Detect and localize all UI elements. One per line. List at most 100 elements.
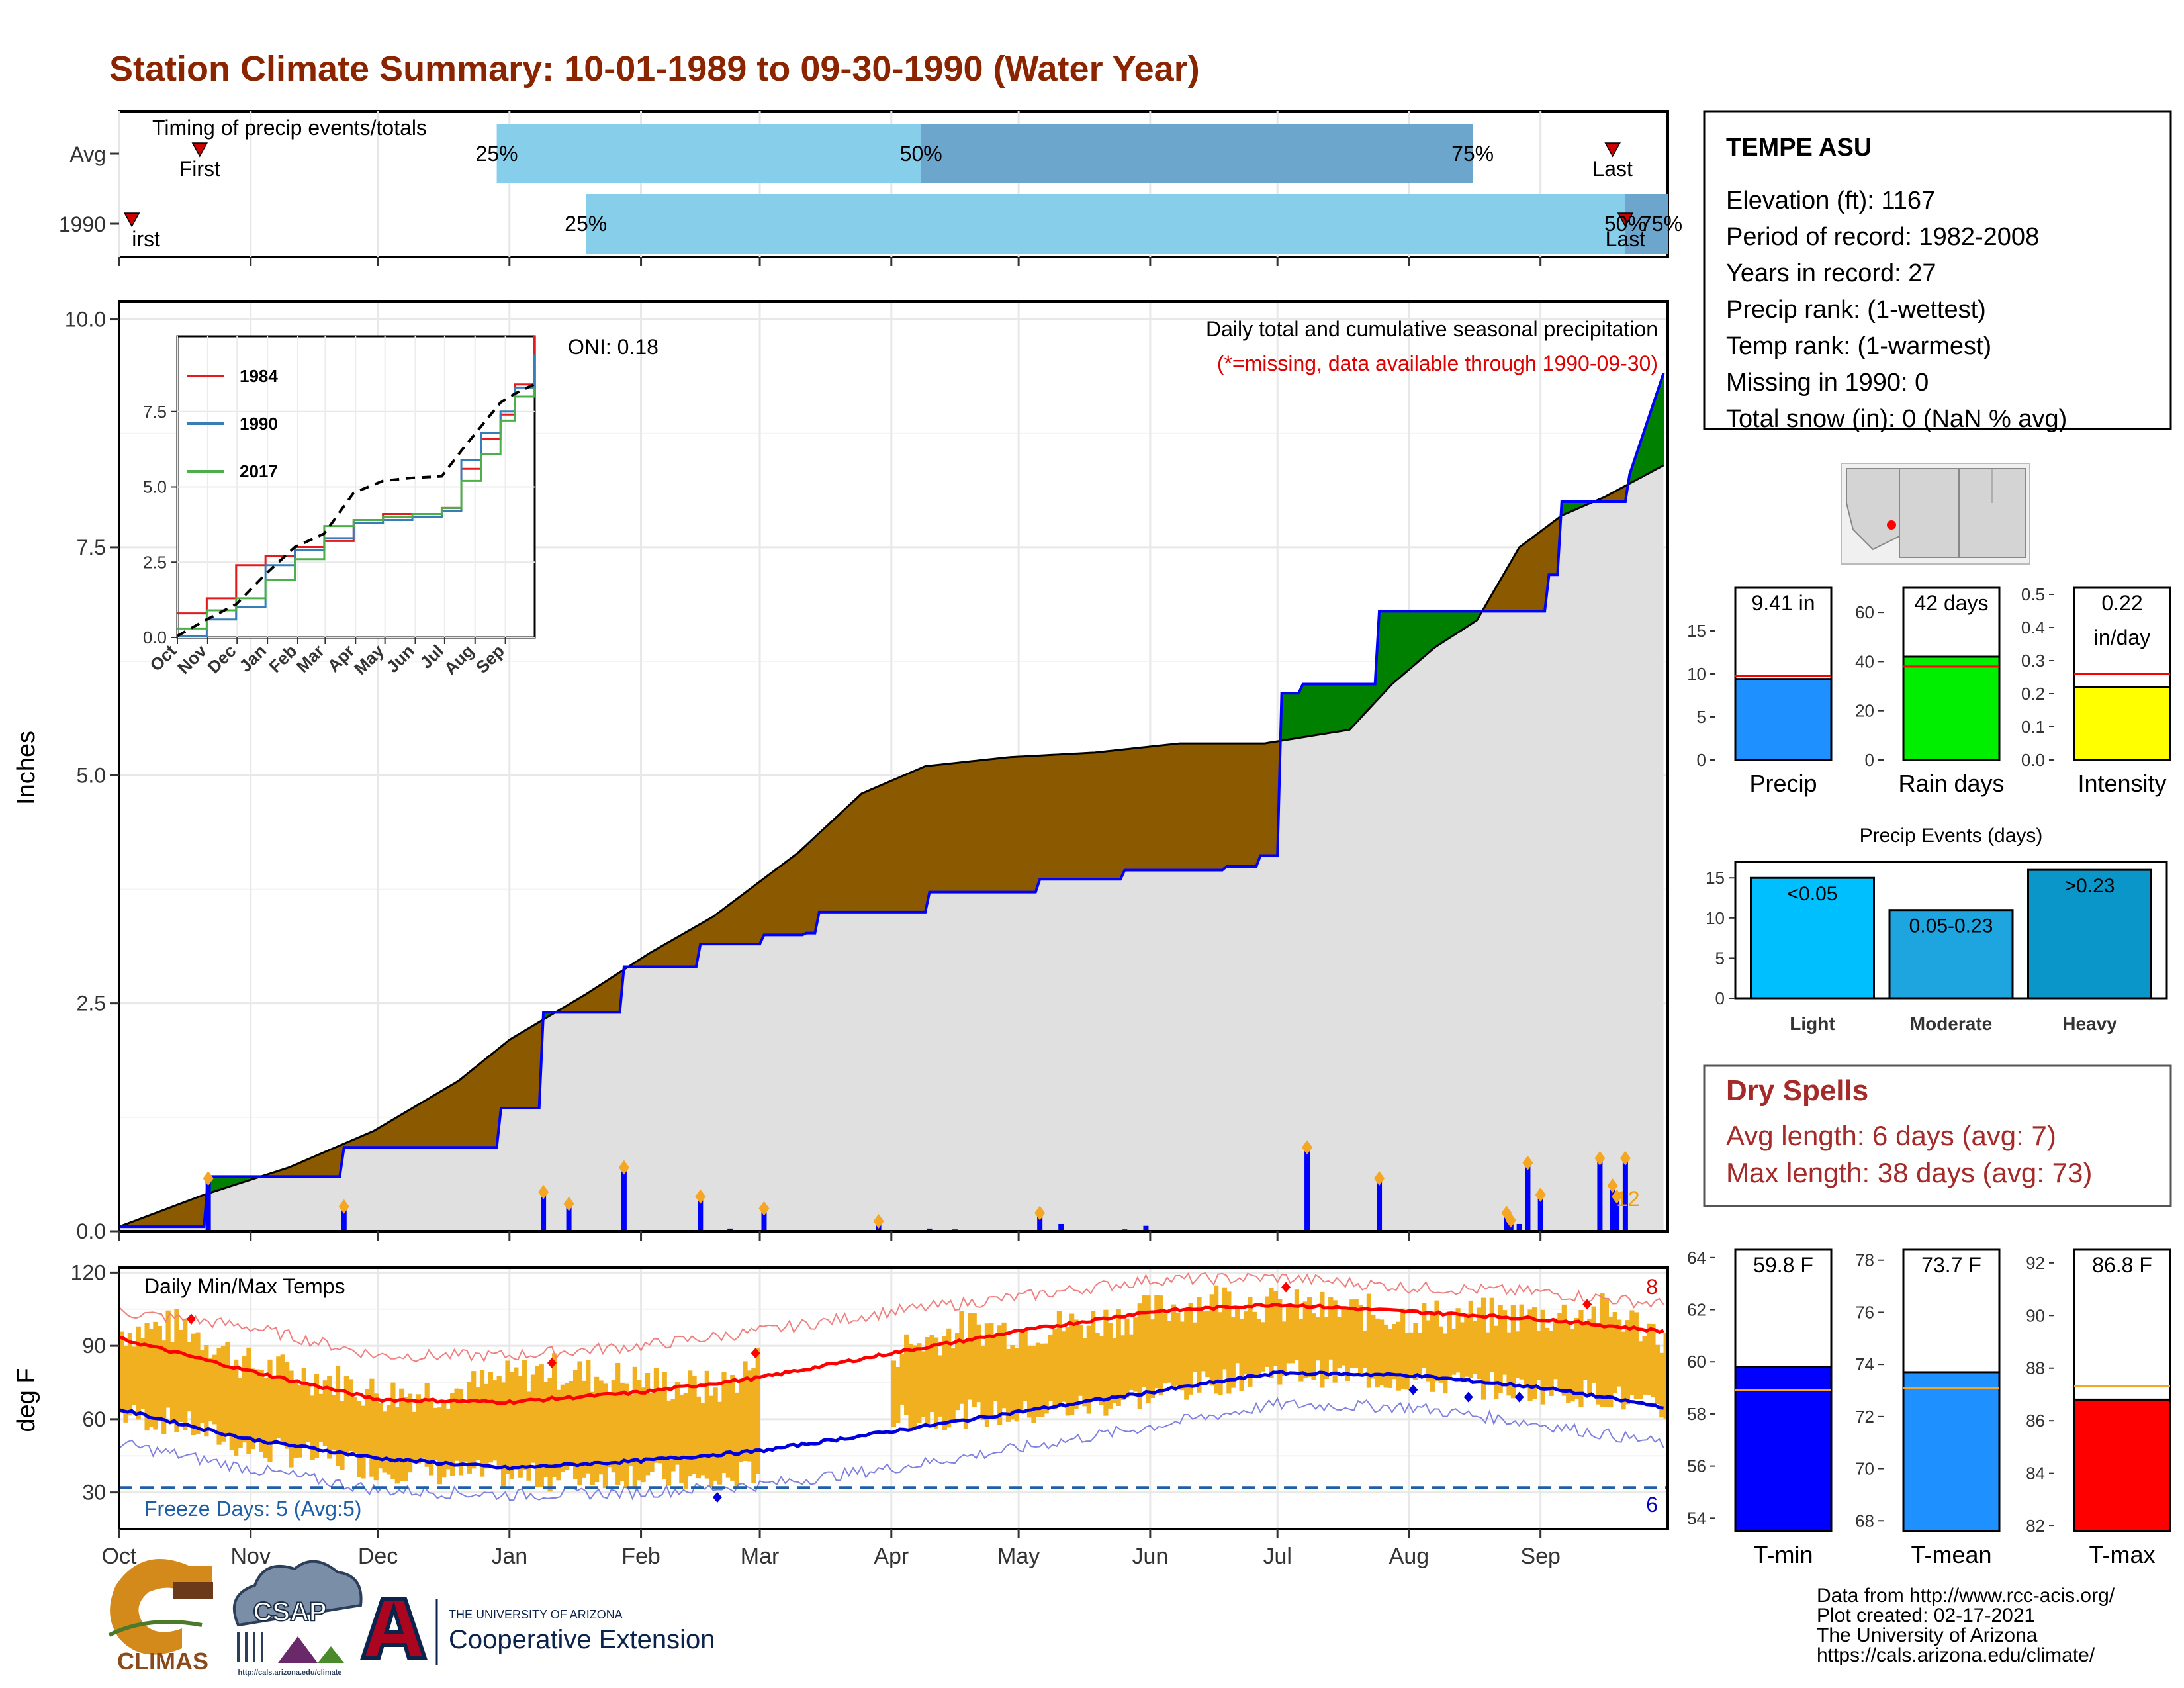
daily-temp-bar bbox=[980, 1346, 985, 1420]
mini-chart-tick: 70 bbox=[1855, 1459, 1874, 1479]
daily-precip-marker bbox=[1505, 1213, 1516, 1228]
precip-events-title: Precip Events (days) bbox=[1860, 825, 2043, 847]
daily-temp-bar bbox=[1269, 1288, 1274, 1378]
daily-temp-bar bbox=[1001, 1322, 1007, 1409]
timing-last-marker bbox=[1604, 142, 1621, 158]
daily-temp-bar bbox=[1298, 1319, 1304, 1382]
mini-chart-tick: 0.0 bbox=[2021, 750, 2045, 770]
daily-temp-bar bbox=[704, 1370, 709, 1479]
daily-temp-bar bbox=[195, 1332, 201, 1434]
daily-temp-bar bbox=[904, 1334, 909, 1415]
daily-temp-bar bbox=[1422, 1303, 1427, 1368]
events-category-label: Moderate bbox=[1910, 1013, 1992, 1034]
events-tick: 0 bbox=[1715, 988, 1725, 1008]
timing-first-label: First bbox=[179, 157, 220, 181]
record-high-marker bbox=[751, 1348, 760, 1359]
timing-p50-label: 50% bbox=[900, 142, 942, 165]
daily-temp-bar bbox=[1396, 1321, 1401, 1391]
mini-chart-tick: 72 bbox=[1855, 1407, 1874, 1427]
daily-temp-bar bbox=[993, 1336, 998, 1401]
daily-temp-bar bbox=[1154, 1295, 1160, 1389]
daily-temp-bar bbox=[1625, 1320, 1631, 1405]
daily-temp-bar bbox=[174, 1309, 179, 1432]
daily-precip-bar bbox=[1504, 1213, 1510, 1231]
daily-temp-bar bbox=[1651, 1324, 1656, 1398]
daily-temp-bar bbox=[1578, 1310, 1584, 1408]
daily-temp-bar bbox=[1026, 1346, 1032, 1418]
mini-chart-name: T-max bbox=[2089, 1541, 2155, 1568]
daily-temp-bar bbox=[1226, 1291, 1232, 1394]
daily-temp-bar bbox=[271, 1378, 277, 1444]
oni-value: ONI: 0.18 bbox=[568, 335, 659, 359]
climas-logo: CLIMAS bbox=[108, 1559, 213, 1675]
record-high-marker bbox=[1281, 1282, 1291, 1293]
daily-temp-bar bbox=[743, 1361, 748, 1461]
daily-temp-bar bbox=[293, 1380, 298, 1458]
daily-temp-bar bbox=[1069, 1313, 1075, 1415]
daily-temp-bar bbox=[505, 1360, 510, 1474]
dry-spells-box: Dry Spells Avg length: 6 days (avg: 7) M… bbox=[1703, 1064, 2172, 1207]
mini-chart-bar bbox=[2073, 686, 2171, 761]
events-tick: 10 bbox=[1706, 908, 1725, 928]
mini-chart-tick: 90 bbox=[2026, 1305, 2045, 1325]
daily-precip-marker bbox=[1619, 1150, 1631, 1166]
daily-precip-bar bbox=[1143, 1225, 1149, 1231]
mini-chart-value-label: 0.22 bbox=[2101, 591, 2142, 615]
daily-temp-bar bbox=[1112, 1338, 1117, 1403]
daily-temp-bar bbox=[1077, 1325, 1083, 1396]
daily-temp-bar bbox=[140, 1338, 146, 1409]
daily-temp-bar bbox=[1107, 1323, 1113, 1409]
daily-temp-bar bbox=[1375, 1318, 1380, 1388]
daily-temp-bar bbox=[1137, 1303, 1142, 1409]
daily-temp-bar bbox=[1073, 1319, 1079, 1409]
daily-temp-bar bbox=[679, 1394, 684, 1483]
daily-temp-bar bbox=[1120, 1335, 1126, 1401]
daily-temp-bar bbox=[1065, 1327, 1070, 1416]
daily-temp-bar bbox=[1629, 1310, 1635, 1395]
freeze-days-label: Freeze Days: 5 (Avg:5) bbox=[144, 1497, 361, 1521]
daily-precip-marker bbox=[338, 1199, 349, 1214]
mini-chart-tick: 56 bbox=[1687, 1456, 1706, 1476]
precip-missing-note: (*=missing, data available through 1990-… bbox=[1217, 352, 1658, 375]
events-bar-light bbox=[1750, 876, 1875, 1000]
daily-temp-bar bbox=[1150, 1319, 1156, 1399]
ua-big-text: Cooperative Extension bbox=[449, 1625, 715, 1654]
daily-temp-bar bbox=[1294, 1289, 1300, 1360]
daily-temp-bar bbox=[191, 1333, 197, 1436]
daily-precip-bar bbox=[566, 1203, 572, 1231]
daily-temp-bar bbox=[1103, 1309, 1109, 1416]
daily-temp-bar bbox=[1171, 1304, 1177, 1388]
daily-temp-bar bbox=[1582, 1324, 1588, 1380]
events-category-label: Light bbox=[1790, 1013, 1835, 1034]
daily-precip-bar bbox=[698, 1196, 704, 1231]
daily-temp-bar bbox=[1086, 1325, 1091, 1414]
daily-temp-bar bbox=[378, 1403, 383, 1469]
mini-chart-tick: 74 bbox=[1855, 1354, 1874, 1374]
mini-chart-name: T-min bbox=[1754, 1541, 1813, 1568]
daily-temp-bar bbox=[1048, 1335, 1054, 1401]
daily-precip-marker bbox=[758, 1201, 770, 1216]
record-min-line bbox=[118, 1397, 1664, 1501]
daily-temp-bar bbox=[327, 1376, 332, 1459]
mini-chart-tick: 60 bbox=[1855, 602, 1874, 622]
daily-temp-bar bbox=[1260, 1322, 1265, 1372]
daily-temp-bar bbox=[310, 1395, 315, 1460]
daily-temp-bar bbox=[331, 1394, 336, 1450]
daily-temp-bar bbox=[1311, 1313, 1316, 1380]
mini-chart-tick: 15 bbox=[1687, 621, 1706, 641]
daily-temp-bar bbox=[475, 1387, 480, 1460]
timing-last-marker bbox=[1617, 212, 1634, 228]
dry-spells-max: Max length: 38 days (avg: 73) bbox=[1726, 1157, 2092, 1188]
month-tick-label: Feb bbox=[621, 1544, 660, 1569]
daily-temp-bar bbox=[1587, 1318, 1592, 1397]
daily-temp-bar bbox=[1566, 1323, 1571, 1403]
daily-temp-bar bbox=[1336, 1317, 1342, 1369]
dry-spells-avg: Avg length: 6 days (avg: 7) bbox=[1726, 1120, 2056, 1151]
inset-legend-label: 2017 bbox=[240, 461, 278, 481]
daily-temp-bar bbox=[590, 1391, 595, 1485]
mini-chart-tick: 58 bbox=[1687, 1404, 1706, 1424]
daily-temp-bar bbox=[602, 1383, 608, 1489]
daily-temp-bar bbox=[1175, 1312, 1181, 1386]
mini-chart-value-label: 42 days bbox=[1914, 591, 1988, 615]
daily-temp-bar bbox=[1591, 1306, 1596, 1383]
